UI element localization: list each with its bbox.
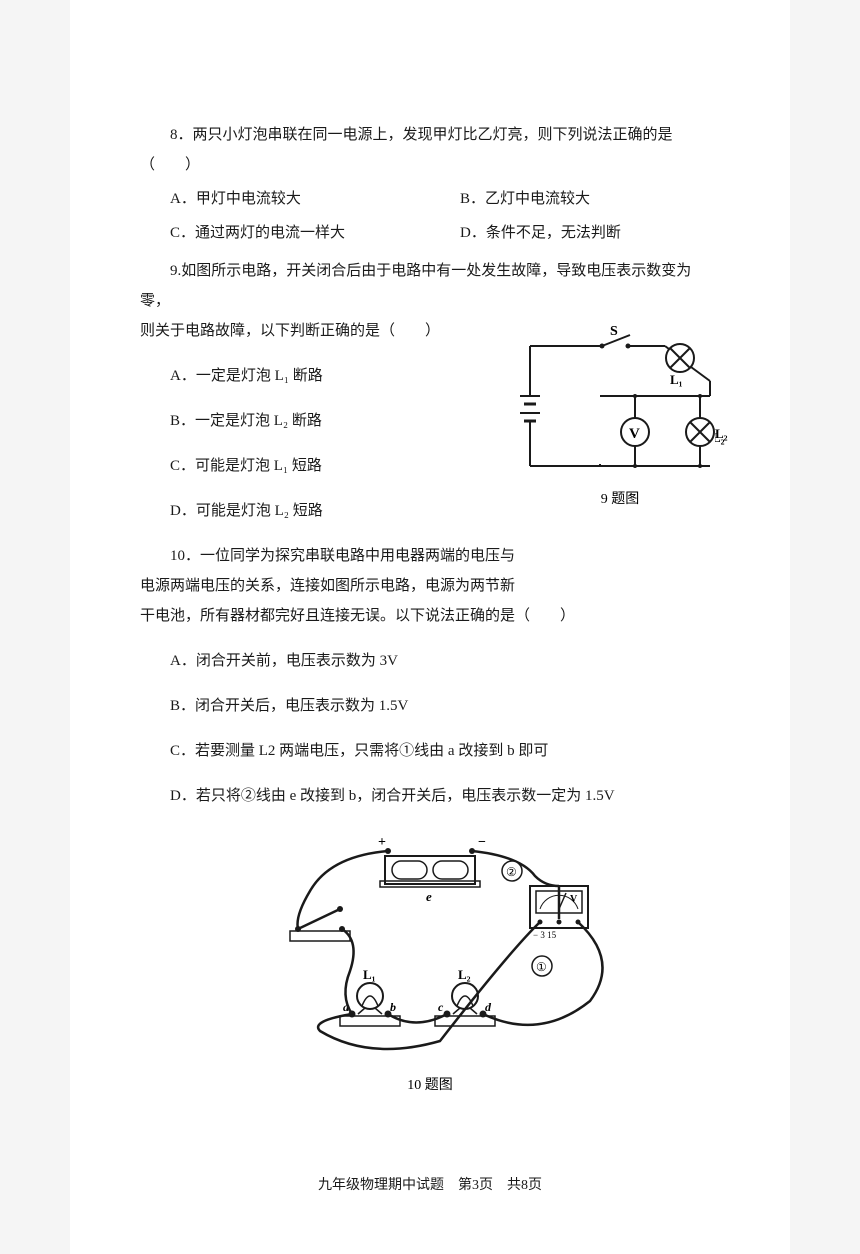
q8-option-b: B．乙灯中电流较大 (460, 184, 720, 214)
q10-stem-line1: 10．一位同学为探究串联电路中用电器两端的电压与 (140, 541, 720, 571)
svg-text:d: d (485, 1000, 492, 1014)
q9-option-b: B．一定是灯泡 L₂ 断路 (170, 406, 470, 436)
q9-option-a: A．一定是灯泡 L₁ 断路 (170, 361, 470, 391)
q10-option-a: A．闭合开关前，电压表示数为 3V (170, 646, 720, 676)
svg-text:L₂: L₂ (715, 426, 728, 441)
q9-container: 则关于电路故障，以下判断正确的是（ ） A．一定是灯泡 L₁ 断路 B．一定是灯… (140, 316, 720, 526)
svg-text:①: ① (536, 960, 547, 974)
svg-text:b: b (390, 1000, 396, 1014)
q8-stem: 8．两只小灯泡串联在同一电源上，发现甲灯比乙灯亮，则下列说法正确的是（ ） (140, 120, 720, 180)
q8-option-c: C．通过两灯的电流一样大 (170, 218, 430, 248)
page: 8．两只小灯泡串联在同一电源上，发现甲灯比乙灯亮，则下列说法正确的是（ ） A．… (70, 0, 790, 1254)
q10-option-d: D．若只将②线由 e 改接到 b，闭合开关后，电压表示数一定为 1.5V (170, 781, 720, 811)
svg-text:V: V (629, 426, 640, 442)
svg-text:− 3 15: − 3 15 (533, 930, 557, 940)
q9-option-c: C．可能是灯泡 L₁ 短路 (170, 451, 470, 481)
svg-text:+: + (378, 835, 386, 850)
page-footer: 九年级物理期中试题 第3页 共8页 (140, 1174, 720, 1194)
q8-options-row1: A．甲灯中电流较大 B．乙灯中电流较大 (140, 184, 720, 214)
q10-option-b: B．闭合开关后，电压表示数为 1.5V (170, 691, 720, 721)
svg-text:L₁: L₁ (670, 372, 683, 387)
q10-diagram-label: 10 题图 (140, 1074, 720, 1094)
q9-circuit-diagram: S S (510, 326, 730, 508)
q9-stem-line2: 则关于电路故障，以下判断正确的是（ ） (140, 316, 470, 346)
svg-text:−: − (478, 835, 486, 850)
q10-svg: + − e V − 3 15 (240, 831, 620, 1061)
q8-options-row2: C．通过两灯的电流一样大 D．条件不足，无法判断 (140, 218, 720, 248)
q8-option-d: D．条件不足，无法判断 (460, 218, 720, 248)
q9-svg-main: S L₁ V (510, 326, 730, 481)
q9-option-d: D．可能是灯泡 L₂ 短路 (170, 496, 470, 526)
q8-option-a: A．甲灯中电流较大 (170, 184, 430, 214)
svg-text:L₂: L₂ (458, 967, 471, 982)
q10-stem-line3: 干电池，所有器材都完好且连接无误。以下说法正确的是（ ） (140, 601, 720, 631)
q10-circuit-diagram: + − e V − 3 15 (140, 831, 720, 1094)
svg-text:L₁: L₁ (363, 967, 376, 982)
svg-text:S: S (610, 326, 618, 339)
svg-text:c: c (438, 1000, 444, 1014)
svg-text:②: ② (506, 865, 517, 879)
q9-stem-line1: 9.如图所示电路，开关闭合后由于电路中有一处发生故障，导致电压表示数变为零， (140, 256, 720, 316)
svg-text:e: e (426, 889, 432, 904)
q10-stem-line2: 电源两端电压的关系，连接如图所示电路，电源为两节新 (140, 571, 720, 601)
q10-option-c: C．若要测量 L2 两端电压，只需将①线由 a 改接到 b 即可 (170, 736, 720, 766)
svg-text:V: V (570, 894, 578, 905)
q9-diagram-label: 9 题图 (510, 488, 730, 508)
